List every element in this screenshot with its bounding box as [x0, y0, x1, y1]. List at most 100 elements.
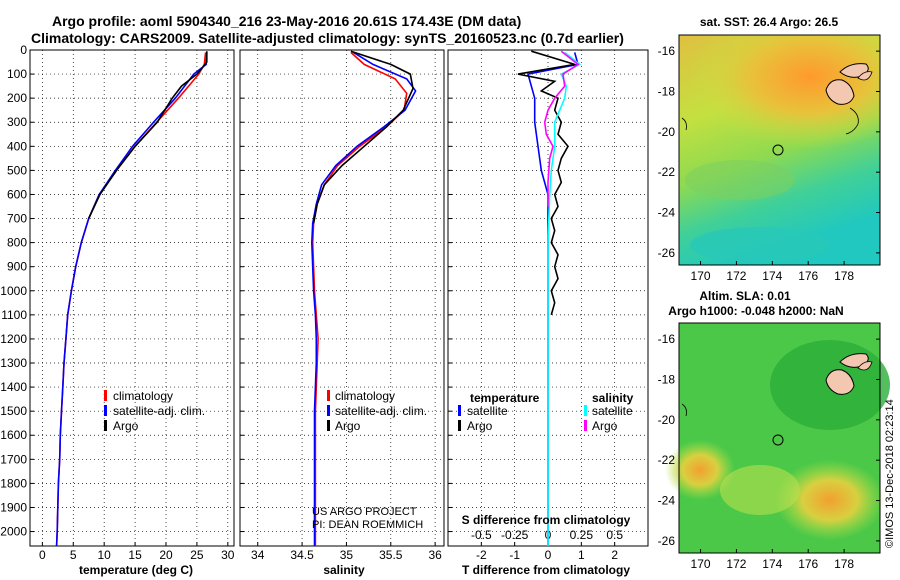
temperature-panel-frame — [29, 49, 235, 547]
salinity-tick-labels: 34 34.5 35 35.5 36 — [251, 548, 442, 562]
x-tick-label: 36 — [428, 548, 442, 562]
legend-sal-argo: Argo — [592, 419, 618, 433]
map-y-tick-label: -26 — [658, 246, 676, 260]
legend-satellite: satellite-adj. clim. — [335, 404, 427, 418]
salinity-panel-frame — [239, 49, 445, 547]
x-tick-label: 5 — [70, 548, 77, 562]
x-tick-label: 0 — [545, 548, 552, 562]
temperature-lines — [55, 51, 208, 546]
series-line-climatology — [55, 52, 207, 546]
sst-reef — [845, 107, 859, 135]
depth-tick-label: 1900 — [0, 500, 27, 514]
x-tick-label: 34.5 — [290, 548, 314, 562]
depth-tick-label: 1700 — [0, 452, 27, 466]
salinity-legend: climatology satellite-adj. clim. Argo US… — [312, 389, 427, 531]
map-y-tick-label: -16 — [658, 44, 676, 58]
legend-swatch-satellite — [327, 405, 330, 416]
depth-tick-label: 1300 — [0, 356, 27, 370]
legend-argo: Argo — [113, 419, 139, 433]
sst-coast-west — [681, 117, 687, 131]
series-line-climatology — [311, 51, 408, 546]
map-x-tick-label: 170 — [691, 269, 711, 283]
series-line-satellite-adj-clim- — [310, 51, 417, 546]
depth-tick-label: 1500 — [0, 404, 27, 418]
series-line-argo — [87, 51, 208, 219]
sla-warm-patch-west — [665, 440, 735, 500]
sla-map — [665, 322, 890, 554]
legend-temp-argo: Argo — [467, 419, 493, 433]
map-y-tick-label: -20 — [658, 413, 676, 427]
x-tick-label: 35.5 — [379, 548, 403, 562]
sst-map-title: sat. SST: 26.4 Argo: 26.5 — [700, 15, 839, 29]
legend-climatology: climatology — [335, 389, 395, 403]
map-y-tick-label: -24 — [658, 494, 676, 508]
map-y-tick-label: -22 — [658, 165, 676, 179]
map-y-tick-label: -20 — [658, 125, 676, 139]
x-tick-label: -2 — [476, 548, 487, 562]
map-y-tick-label: -26 — [658, 534, 676, 548]
depth-tick-label: 700 — [7, 212, 27, 226]
map-x-tick-label: 176 — [798, 557, 818, 571]
series-line-temperature-argo — [517, 50, 575, 316]
depth-tick-label: 600 — [7, 187, 27, 201]
depth-tick-label: 900 — [7, 260, 27, 274]
series-line-salinity-satellite — [547, 51, 582, 546]
top-x-tick-label: -0.25 — [501, 528, 529, 542]
legend-swatch-satellite — [104, 405, 107, 416]
x-tick-label: 1 — [578, 548, 585, 562]
legend-temperature-heading: temperature — [470, 391, 540, 405]
depth-tick-label: 400 — [7, 139, 27, 153]
legend-sal-satellite: satellite — [592, 404, 633, 418]
legend-swatch-temp-argo — [458, 420, 461, 431]
legend-salinity-heading: salinity — [592, 391, 634, 405]
sla-map-title-2: Argo h1000: -0.048 h2000: NaN — [668, 304, 843, 318]
map-x-tick-label: 172 — [726, 557, 746, 571]
salinity-difference-axis-label: S difference from climatology — [462, 513, 631, 527]
x-tick-label: 35 — [340, 548, 354, 562]
temperature-difference-tick-labels: -2 -1 0 1 2 — [476, 548, 618, 562]
header-line-2: Climatology: CARS2009. Satellite-adjuste… — [31, 30, 624, 46]
sla-coast-west — [681, 403, 687, 417]
difference-legend: temperature satellite Argo salinity sate… — [458, 391, 634, 433]
map-y-tick-label: -16 — [658, 332, 676, 346]
x-tick-label: -1 — [509, 548, 520, 562]
depth-tick-label: 500 — [7, 163, 27, 177]
depth-tick-label: 200 — [7, 91, 27, 105]
depth-tick-labels: 0 100 200 300 400 500 600 700 800 900 1000 1100 1200… — [0, 43, 27, 539]
depth-tick-label: 1200 — [0, 332, 27, 346]
sst-map-ticks: 170 172 174 176 178 -16 -18 -20 -22 -24 -26 — [658, 44, 880, 283]
project-label: US ARGO PROJECT — [312, 506, 417, 518]
sst-argo-position-marker — [772, 144, 784, 156]
map-y-tick-label: -24 — [658, 206, 676, 220]
sla-mid-patch — [720, 465, 800, 515]
temperature-difference-axis-label: T difference from climatology — [462, 563, 630, 577]
top-x-tick-label: 0.5 — [606, 528, 623, 542]
legend-swatch-argo — [104, 420, 107, 431]
legend-swatch-argo — [327, 420, 330, 431]
temperature-legend: climatology satellite-adj. clim. Argo — [104, 389, 205, 433]
map-y-tick-label: -22 — [658, 453, 676, 467]
x-tick-label: 34 — [251, 548, 265, 562]
sla-island-viti-levu — [825, 369, 855, 395]
series-line-argo — [312, 50, 414, 224]
sst-island-small — [857, 71, 873, 81]
depth-tick-label: 100 — [7, 67, 27, 81]
series-line-salinity-argo — [543, 50, 580, 207]
sla-map-frame — [678, 322, 881, 554]
legend-swatch-climatology — [327, 390, 330, 401]
x-tick-label: 30 — [221, 548, 235, 562]
map-y-tick-label: -18 — [658, 84, 676, 98]
depth-tick-label: 800 — [7, 236, 27, 250]
x-tick-label: 0 — [39, 548, 46, 562]
temperature-axis-label: temperature (deg C) — [79, 563, 193, 577]
depth-tick-label: 1000 — [0, 284, 27, 298]
legend-temp-satellite: satellite — [467, 404, 508, 418]
depth-tick-label: 300 — [7, 115, 27, 129]
sst-map — [678, 34, 881, 266]
top-x-tick-label: 0.25 — [570, 528, 594, 542]
salinity-lines — [310, 50, 417, 546]
map-y-tick-label: -18 — [658, 372, 676, 386]
map-x-tick-label: 178 — [834, 557, 854, 571]
sla-map-title-1: Altim. SLA: 0.01 — [699, 289, 791, 303]
salinity-grid — [240, 49, 444, 546]
